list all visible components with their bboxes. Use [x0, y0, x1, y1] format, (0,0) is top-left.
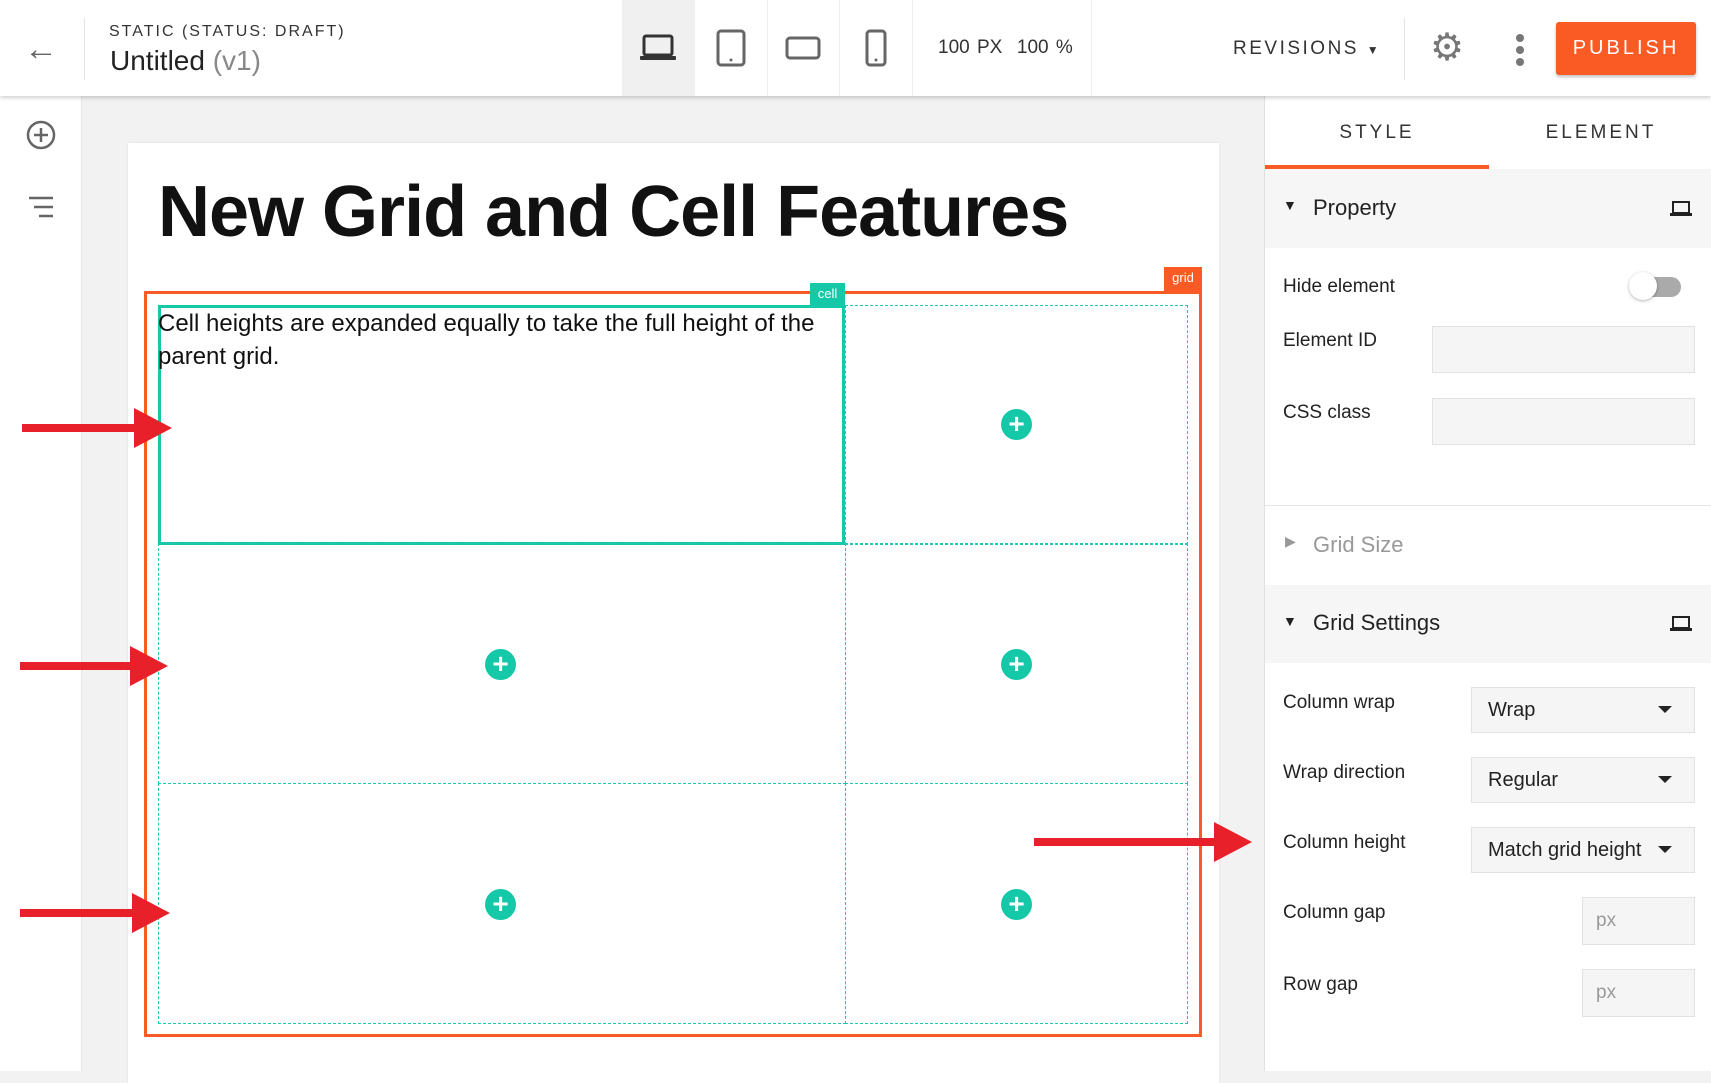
- section-title: Grid Settings: [1313, 610, 1441, 635]
- grid-size-section-header[interactable]: ▶ Grid Size: [1265, 506, 1711, 585]
- add-circle-icon[interactable]: [25, 119, 57, 151]
- tablet-landscape-icon: [785, 36, 821, 60]
- column-wrap-label: Column wrap: [1283, 692, 1395, 713]
- cell-text[interactable]: Cell heights are expanded equally to tak…: [158, 310, 815, 370]
- width-readout[interactable]: 100 PX: [938, 37, 1003, 58]
- page-title: Untitled (v1): [110, 45, 261, 77]
- tablet-icon: [716, 29, 746, 67]
- property-section-header[interactable]: ▼ Property: [1265, 169, 1711, 248]
- device-phone-button[interactable]: [840, 0, 913, 96]
- revisions-dropdown[interactable]: REVISIONS ▼: [1233, 38, 1381, 60]
- select-value: Regular: [1488, 768, 1559, 791]
- caret-down-icon: ▼: [1283, 613, 1297, 629]
- css-class-label: CSS class: [1283, 402, 1371, 423]
- section-title: Property: [1313, 195, 1397, 220]
- placeholder: px: [1596, 982, 1617, 1003]
- add-content-icon[interactable]: +: [1001, 409, 1032, 440]
- annotation-arrow: [1034, 822, 1252, 862]
- caret-down-icon: [1658, 846, 1672, 853]
- select-value: Wrap: [1488, 698, 1536, 721]
- add-content-icon[interactable]: +: [485, 889, 516, 920]
- select-value: Match grid height: [1488, 838, 1642, 861]
- add-content-icon[interactable]: +: [485, 649, 516, 680]
- element-id-input[interactable]: [1432, 326, 1695, 373]
- caret-right-icon: ▶: [1285, 533, 1296, 549]
- column-height-label: Column height: [1283, 832, 1406, 853]
- placeholder: px: [1596, 910, 1617, 931]
- page-heading[interactable]: New Grid and Cell Features: [158, 172, 1069, 252]
- annotation-arrow: [20, 646, 168, 686]
- tab-element[interactable]: ELEMENT: [1545, 122, 1657, 143]
- element-id-label: Element ID: [1283, 330, 1377, 351]
- caret-down-icon: ▼: [1366, 43, 1382, 57]
- wrap-direction-label: Wrap direction: [1283, 762, 1406, 783]
- more-vertical-icon[interactable]: [1514, 34, 1526, 66]
- gear-icon[interactable]: ⚙: [1430, 27, 1465, 69]
- wrap-direction-select[interactable]: Regular: [1471, 757, 1695, 803]
- annotation-arrow: [20, 893, 170, 933]
- caret-down-icon: [1658, 776, 1672, 783]
- section-title: Grid Size: [1313, 532, 1404, 557]
- add-content-icon[interactable]: +: [1001, 889, 1032, 920]
- viewport-readout: 100 PX 100 %: [938, 37, 1073, 59]
- revisions-label: REVISIONS: [1233, 38, 1359, 59]
- desktop-icon[interactable]: [1670, 200, 1692, 218]
- version-text: (v1): [212, 45, 261, 76]
- column-height-select[interactable]: Match grid height: [1471, 827, 1695, 873]
- back-arrow-icon[interactable]: ←: [24, 30, 58, 68]
- desktop-icon[interactable]: [1670, 615, 1692, 633]
- device-tablet-button[interactable]: [695, 0, 768, 96]
- layers-list-icon[interactable]: [27, 195, 55, 219]
- hide-element-label: Hide element: [1283, 276, 1395, 297]
- hide-element-toggle[interactable]: [1629, 272, 1681, 300]
- grid-cell[interactable]: [845, 783, 1188, 1024]
- left-sidebar: [0, 96, 82, 1071]
- row-gap-input[interactable]: px: [1582, 969, 1695, 1017]
- page-canvas: New Grid and Cell Features grid cell Cel…: [128, 143, 1219, 1083]
- grid-tag: grid: [1164, 267, 1202, 291]
- row-gap-label: Row gap: [1283, 974, 1358, 995]
- zoom-readout[interactable]: 100 %: [1016, 37, 1073, 58]
- column-gap-label: Column gap: [1283, 902, 1386, 923]
- grid-cell[interactable]: [845, 305, 1188, 545]
- device-desktop-button[interactable]: [622, 0, 695, 96]
- top-bar: ← STATIC (STATUS: DRAFT) Untitled (v1) 1…: [0, 0, 1711, 96]
- properties-panel: STYLE ELEMENT ▼ Property Hide element El…: [1264, 96, 1711, 1071]
- device-tablet-landscape-button[interactable]: [767, 0, 840, 96]
- css-class-input[interactable]: [1432, 398, 1695, 445]
- tab-style[interactable]: STYLE: [1265, 96, 1489, 169]
- caret-down-icon: ▼: [1283, 197, 1297, 213]
- phone-icon: [865, 29, 887, 67]
- caret-down-icon: [1658, 706, 1672, 713]
- page-status: STATIC (STATUS: DRAFT): [109, 23, 346, 40]
- publish-button[interactable]: PUBLISH: [1556, 22, 1696, 75]
- grid-settings-section-header[interactable]: ▼ Grid Settings: [1265, 585, 1711, 663]
- desktop-icon: [640, 34, 676, 60]
- column-wrap-select[interactable]: Wrap: [1471, 687, 1695, 733]
- column-gap-input[interactable]: px: [1582, 897, 1695, 945]
- annotation-arrow: [22, 408, 172, 448]
- cell-tag: cell: [810, 283, 845, 305]
- title-text: Untitled: [110, 45, 205, 76]
- add-content-icon[interactable]: +: [1001, 649, 1032, 680]
